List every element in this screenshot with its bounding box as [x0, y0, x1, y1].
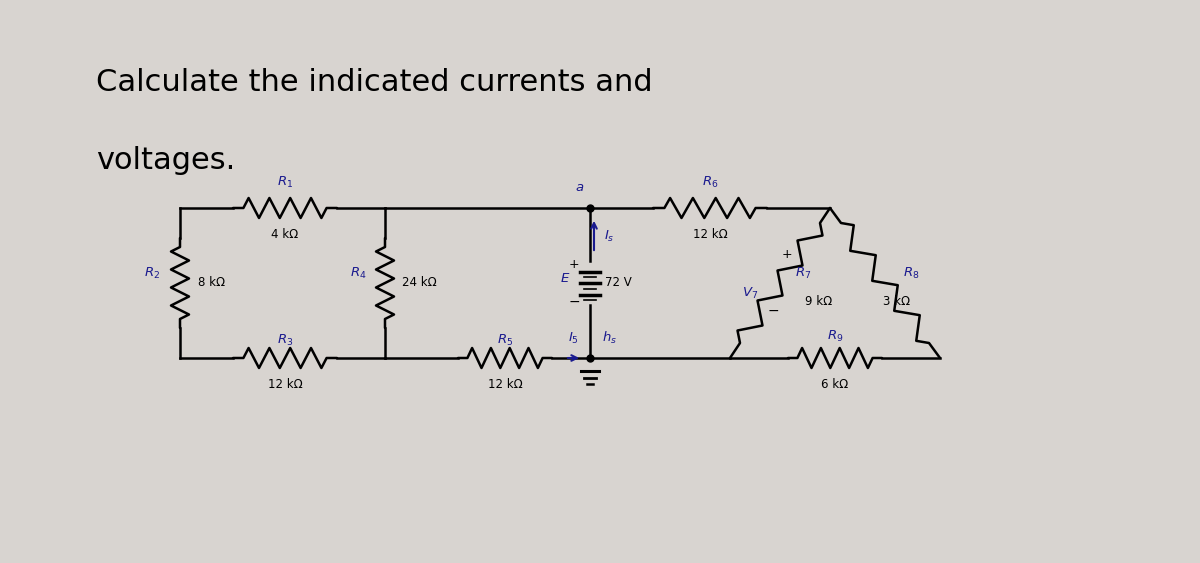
- Text: $R_1$: $R_1$: [277, 175, 293, 190]
- Text: $a$: $a$: [575, 181, 584, 194]
- Text: $R_9$: $R_9$: [827, 329, 844, 344]
- Text: −: −: [568, 295, 580, 309]
- Text: $R_2$: $R_2$: [144, 265, 160, 280]
- Text: $I_s$: $I_s$: [604, 229, 614, 244]
- Text: $h_s$: $h_s$: [602, 330, 617, 346]
- Text: 6 kΩ: 6 kΩ: [821, 378, 848, 391]
- Text: 4 kΩ: 4 kΩ: [271, 228, 299, 241]
- Text: $R_6$: $R_6$: [702, 175, 719, 190]
- Text: voltages.: voltages.: [96, 146, 235, 176]
- Text: $R_8$: $R_8$: [904, 265, 919, 280]
- Text: $V_7$: $V_7$: [742, 285, 758, 301]
- Text: $E$: $E$: [559, 271, 570, 284]
- Text: 12 kΩ: 12 kΩ: [268, 378, 302, 391]
- Text: $R_7$: $R_7$: [796, 265, 811, 280]
- Text: 9 kΩ: 9 kΩ: [805, 294, 833, 307]
- Text: 8 kΩ: 8 kΩ: [198, 276, 226, 289]
- Text: 72 V: 72 V: [605, 276, 631, 289]
- Text: +: +: [569, 257, 580, 270]
- Text: 12 kΩ: 12 kΩ: [487, 378, 522, 391]
- Text: $R_4$: $R_4$: [350, 265, 367, 280]
- Text: 12 kΩ: 12 kΩ: [692, 228, 727, 241]
- Text: −: −: [767, 304, 779, 318]
- Text: $I_5$: $I_5$: [568, 331, 578, 346]
- Text: Calculate the indicated currents and: Calculate the indicated currents and: [96, 68, 653, 97]
- Text: $R_5$: $R_5$: [497, 333, 514, 348]
- Text: 3 kΩ: 3 kΩ: [883, 294, 911, 307]
- Text: +: +: [781, 248, 792, 261]
- Text: $R_3$: $R_3$: [277, 333, 293, 348]
- Text: 24 kΩ: 24 kΩ: [402, 276, 437, 289]
